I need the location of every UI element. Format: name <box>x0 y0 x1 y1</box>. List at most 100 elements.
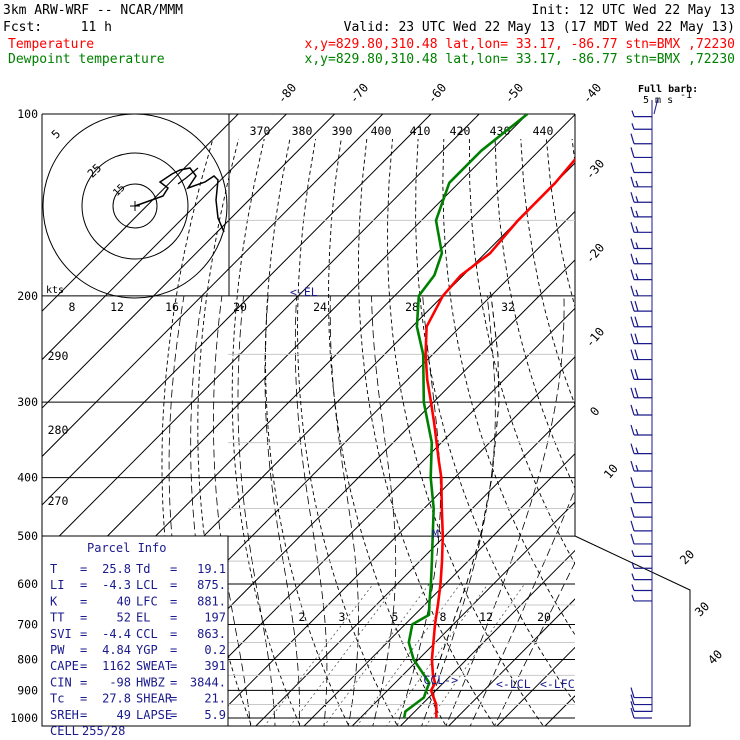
isotherm-label: 40 <box>705 647 725 667</box>
wind-scale-unit: 5 m s <box>643 95 673 106</box>
parcel-value: 25.8 <box>102 562 131 576</box>
hodograph-ring-outer <box>42 113 228 299</box>
hodograph-scale-label: 32 <box>501 300 515 314</box>
dry-adiabat <box>675 139 740 731</box>
isotherm-line <box>158 307 575 726</box>
parcel-info-row: LI = -4.3 LCL = 875. <box>50 578 226 592</box>
theta-side-label: 280 <box>48 423 69 437</box>
wind-barb-flag <box>630 206 635 218</box>
parcel-equals: = <box>170 611 177 625</box>
parcel-info-title: Parcel Info <box>87 541 166 555</box>
theta-label: 420 <box>450 124 471 138</box>
theta-labels: 370 380 390 400 410 420 430 440 290 280 270 <box>48 124 554 508</box>
pressure-tick-label: 300 <box>17 395 38 409</box>
parcel-equals: = <box>170 708 177 722</box>
parcel-value: 863. <box>197 627 226 641</box>
parcel-equals: = <box>170 643 177 657</box>
parcel-equals: = <box>170 594 177 608</box>
theta-label: 370 <box>250 124 271 138</box>
hodograph-ring-label: 15 <box>111 182 127 198</box>
parcel-label: EL <box>136 611 150 625</box>
level-markers: <-EL M CCL-> <-LCL <-LFC <box>290 285 575 691</box>
dry-adiabat <box>494 138 575 490</box>
wind-barb-flag <box>630 460 635 472</box>
wind-barb-flag <box>630 162 635 173</box>
dry-adiabat <box>468 138 575 565</box>
wind-barb-flag <box>630 404 635 416</box>
parcel-info-row: CELL 255/28 <box>50 724 125 738</box>
isotherm-label: 20 <box>677 547 697 567</box>
wind-barb-flag <box>630 520 635 532</box>
level-marker: M <box>432 527 439 541</box>
parcel-info-row: CIN = -98 HWBZ = 3844. <box>50 675 226 689</box>
parcel-path-line <box>432 291 500 719</box>
wind-barb-half <box>635 196 639 203</box>
mixing-ratio-line <box>264 583 374 726</box>
hodograph-trace <box>177 167 199 185</box>
parcel-info-panel: Parcel Info T = 25.8 Td = 19.1 LI = -4.3 LCL = 875.… <box>41 535 229 738</box>
pressure-tick-label: 800 <box>17 652 38 666</box>
wind-barb-flag <box>634 369 639 380</box>
isotherm-line <box>42 114 384 458</box>
parcel-value: 875. <box>197 578 226 592</box>
wind-barb-half <box>635 180 639 188</box>
pressure-tick-label: 700 <box>17 617 38 631</box>
legend-dewpoint-label: Dewpoint temperature <box>8 52 165 67</box>
parcel-label: CCL <box>136 627 158 641</box>
wind-barb-flag <box>630 687 635 698</box>
theta-label: 410 <box>410 124 431 138</box>
wind-barb-half <box>635 408 639 416</box>
parcel-equals: = <box>80 578 87 592</box>
parcel-value: 21. <box>204 692 226 706</box>
wind-barb-flag <box>634 387 639 398</box>
dry-adiabat <box>442 138 575 636</box>
wind-barb-flag <box>630 349 635 360</box>
moist-adiabat <box>493 561 575 726</box>
pressure-tick-label: 500 <box>17 529 38 543</box>
fcst-label: Fcst: <box>3 20 42 35</box>
wind-barb-flag <box>630 147 635 158</box>
parcel-info-row: PW = 4.84 YGP = 0.2 <box>50 643 226 657</box>
parcel-info-row: SREH = 49 LAPSE= 5.9 <box>50 708 226 722</box>
wind-barb-flag <box>630 707 635 719</box>
parcel-label: T <box>50 562 57 576</box>
mixing-ratio-label: 3 <box>339 610 346 624</box>
legend-dewpoint-info: x,y=829.80,310.48 lat,lon= 33.17, -86.77… <box>305 52 735 67</box>
parcel-value: 197 <box>204 611 226 625</box>
isotherm-label: -40 <box>580 81 605 107</box>
wind-barb-flag <box>630 387 635 398</box>
isotherm-label: 0 <box>587 404 602 419</box>
hodograph-scale-label: 12 <box>110 300 124 314</box>
parcel-value: -98 <box>109 675 131 689</box>
parcel-value: 27.8 <box>102 692 131 706</box>
wind-barb-half <box>635 226 639 233</box>
isotherm-line <box>42 114 239 312</box>
moist-adiabat <box>469 488 575 726</box>
parcel-equals: = <box>80 562 87 576</box>
parcel-label: TT <box>50 611 64 625</box>
theta-label: 380 <box>292 124 313 138</box>
wind-barb-flag <box>630 443 635 454</box>
parcel-label: CIN <box>50 675 72 689</box>
parcel-equals: = <box>80 611 87 625</box>
wind-barb-flag <box>630 300 635 312</box>
parcel-label: LAPSE <box>136 708 172 722</box>
moist-adiabat <box>445 295 565 726</box>
legend-temperature-label: Temperature <box>8 37 94 52</box>
parcel-value: -4.4 <box>102 627 131 641</box>
parcel-label: SHEAR <box>136 692 173 706</box>
theta-label: 430 <box>490 124 511 138</box>
isotherm-label: -70 <box>347 81 372 107</box>
parcel-equals: = <box>80 643 87 657</box>
parcel-label: K <box>50 594 58 608</box>
wind-barb-flag <box>630 192 635 203</box>
wind-barb-half <box>635 242 639 249</box>
hodograph-scale-label: 24 <box>313 300 327 314</box>
pressure-tick-label: 200 <box>17 289 38 303</box>
parcel-label: SWEAT <box>136 659 172 673</box>
moist-adiabat <box>294 295 328 726</box>
parcel-label: PW <box>50 643 65 657</box>
parcel-value: 40 <box>117 594 131 608</box>
wind-barb-half <box>635 289 639 297</box>
profile-layer <box>402 114 575 719</box>
